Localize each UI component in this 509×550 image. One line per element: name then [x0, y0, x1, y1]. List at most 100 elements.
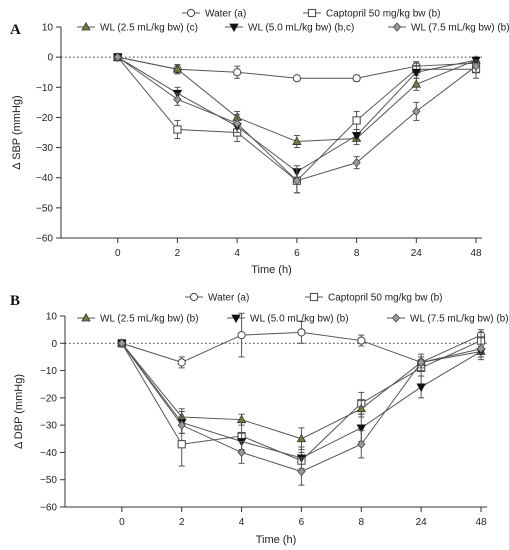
data-point — [177, 358, 186, 367]
y-tick-label: 0 — [47, 53, 53, 64]
x-tick-label: 48 — [470, 248, 482, 259]
legend-marker — [307, 8, 317, 18]
legend-marker — [229, 23, 239, 33]
data-point — [292, 176, 302, 186]
data-point — [412, 106, 421, 116]
legend-label: Water (a) — [208, 293, 249, 304]
legend-entry: Captopril 50 mg/kg bw (b) — [305, 293, 443, 304]
data-point — [297, 328, 306, 337]
x-tick-label: 24 — [416, 517, 428, 528]
data-point — [352, 158, 361, 168]
legend-entry: WL (5.0 mL/kg bw) (b,c) — [225, 23, 354, 34]
legend: Water (a) Captopril 50 mg/kg bw (b) WL (2.… — [77, 293, 509, 325]
series-line — [121, 342, 482, 440]
data-point — [292, 136, 302, 145]
y-tick-label: −30 — [40, 421, 57, 432]
x-axis-title: Time (h) — [256, 534, 297, 546]
legend-entry: Captopril 50 mg/kg bw (b) — [303, 9, 441, 20]
data-point — [117, 338, 127, 348]
legend-entry: WL (2.5 mL/kg bw) (c) — [77, 21, 198, 34]
y-tick-label: 0 — [51, 339, 57, 350]
legend-label: Captopril 50 mg/kg bw (b) — [328, 293, 443, 304]
y-tick-label: −50 — [36, 203, 53, 214]
x-tick-label: 0 — [119, 517, 125, 528]
legend-marker — [231, 314, 241, 324]
data-point — [236, 414, 247, 424]
legend-marker — [81, 21, 91, 31]
panel-letter: A — [10, 22, 21, 38]
y-tick-label: −10 — [40, 366, 57, 377]
series-line — [117, 56, 477, 143]
data-point — [476, 344, 486, 354]
series-2 — [113, 52, 481, 149]
legend-marker — [186, 8, 196, 18]
data-point — [352, 116, 361, 125]
data-point — [177, 420, 186, 430]
legend-label: WL (2.5 mL/kg bw) (b) — [100, 314, 199, 325]
legend-label: Captopril 50 mg/kg bw (b) — [326, 9, 441, 20]
data-point — [471, 61, 481, 71]
series-2 — [117, 338, 486, 451]
legend-label: WL (7.5 mL/kg bw) (b) — [410, 314, 509, 325]
data-point — [356, 403, 366, 413]
legend-marker — [392, 22, 402, 32]
x-tick-label: 48 — [475, 517, 487, 528]
legend: Water (a) Captopril 50 mg/kg bw (b) WL (2.… — [77, 9, 509, 34]
data-point — [113, 52, 122, 62]
data-point — [416, 383, 426, 392]
x-tick-label: 4 — [234, 248, 240, 259]
data-point — [296, 433, 307, 443]
x-tick-label: 2 — [175, 248, 181, 259]
data-point — [173, 125, 182, 134]
x-tick-label: 2 — [179, 517, 185, 528]
data-point — [177, 440, 186, 449]
legend-entry: WL (7.5 mL/kg bw) (b) — [387, 313, 509, 325]
data-point — [173, 94, 182, 104]
legend-entry: Water (a) — [185, 293, 249, 304]
legend-marker — [309, 292, 319, 302]
y-tick-label: −40 — [40, 448, 57, 459]
x-tick-label: 24 — [411, 248, 423, 259]
data-point — [351, 132, 362, 141]
panel-letter: B — [10, 293, 20, 309]
data-point — [292, 74, 301, 83]
legend-entry: Water (a) — [182, 9, 246, 20]
data-point — [357, 439, 366, 449]
legend-marker — [189, 292, 199, 302]
data-point — [233, 118, 242, 129]
x-tick-label: 0 — [115, 248, 121, 259]
legend-label: WL (5.0 mL/kg bw) (b) — [250, 314, 349, 325]
legend-label: WL (2.5 mL/kg bw) (c) — [100, 23, 198, 34]
x-tick-label: 4 — [239, 517, 245, 528]
legend-entry: WL (7.5 mL/kg bw) (b) — [388, 22, 509, 34]
series-4 — [113, 52, 481, 194]
x-tick-label: 6 — [294, 248, 300, 259]
data-point — [357, 336, 366, 345]
y-tick-label: −60 — [40, 503, 57, 514]
series-4 — [117, 337, 486, 486]
y-axis-title: Δ DBP (mmHg) — [13, 374, 25, 449]
data-point — [237, 447, 246, 458]
y-tick-label: −50 — [40, 475, 57, 486]
x-tick-label: 6 — [299, 517, 305, 528]
y-tick-label: −40 — [36, 173, 53, 184]
y-tick-label: −20 — [36, 113, 53, 124]
y-tick-label: 10 — [46, 312, 58, 323]
x-axis-title: Time (h) — [251, 264, 292, 276]
data-point — [417, 357, 426, 367]
data-point — [237, 331, 246, 340]
series-3 — [113, 53, 481, 179]
legend-entry: WL (5.0 mL/kg bw) (b) — [227, 314, 349, 325]
y-tick-label: −60 — [36, 234, 53, 245]
y-tick-label: −20 — [40, 393, 57, 404]
data-point — [233, 68, 242, 77]
y-axis-title: Δ SBP (mmHg) — [11, 95, 23, 169]
legend-entry: WL (2.5 mL/kg bw) (b) — [77, 312, 199, 325]
x-tick-label: 8 — [354, 248, 360, 259]
data-point — [297, 466, 306, 477]
y-tick-label: −30 — [36, 143, 53, 154]
legend-label: WL (5.0 mL/kg bw) (b,c) — [248, 23, 354, 34]
